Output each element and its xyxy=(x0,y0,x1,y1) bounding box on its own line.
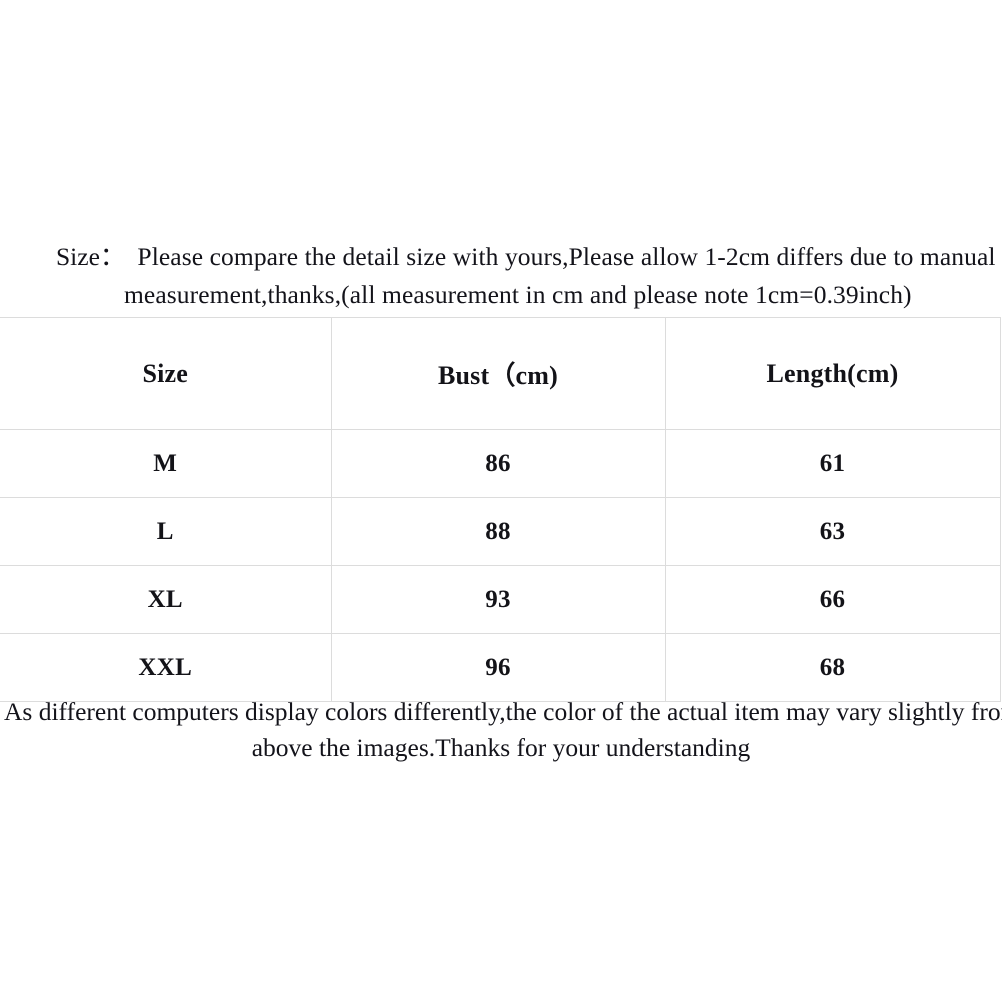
measurement-note-line-2: measurement,thanks,(all measurement in c… xyxy=(124,280,912,309)
color-disclaimer-line-2: above the images.Thanks for your underst… xyxy=(251,733,751,762)
cell-length: 68 xyxy=(664,633,1001,702)
cell-size: XL xyxy=(0,565,332,634)
cell-bust: 88 xyxy=(330,497,666,566)
cell-size: L xyxy=(0,497,332,566)
size-label: Size： xyxy=(56,242,126,271)
measurement-note-text-1: Please compare the detail size with your… xyxy=(137,242,996,271)
table-row: M 86 61 xyxy=(0,429,1001,498)
cell-bust: 96 xyxy=(330,633,666,702)
measurement-note: Size： Please compare the detail size with… xyxy=(0,238,1002,314)
cell-size: XXL xyxy=(0,633,332,702)
cell-length: 66 xyxy=(664,565,1001,634)
color-disclaimer-line-1: As different computers display colors di… xyxy=(4,697,1002,726)
table-row: L 88 63 xyxy=(0,497,1001,566)
cell-length: 61 xyxy=(664,429,1001,498)
cell-size: M xyxy=(0,429,332,498)
column-header-length: Length(cm) xyxy=(664,317,1001,430)
size-table: Size Bust（cm) Length(cm) M 86 61 L 88 63… xyxy=(0,317,1001,702)
cell-bust: 86 xyxy=(330,429,666,498)
cell-bust: 93 xyxy=(330,565,666,634)
column-header-size: Size xyxy=(0,317,332,430)
color-disclaimer: As different computers display colors di… xyxy=(0,694,1002,766)
table-row: XXL 96 68 xyxy=(0,633,1001,702)
measurement-note-line-1: Size： Please compare the detail size with… xyxy=(56,238,995,276)
column-header-bust: Bust（cm) xyxy=(330,317,666,430)
table-header-row: Size Bust（cm) Length(cm) xyxy=(0,317,1001,430)
size-table-head: Size Bust（cm) Length(cm) xyxy=(0,317,1001,430)
table-row: XL 93 66 xyxy=(0,565,1001,634)
cell-length: 63 xyxy=(664,497,1001,566)
size-table-body: M 86 61 L 88 63 XL 93 66 XXL 96 68 xyxy=(0,429,1001,702)
